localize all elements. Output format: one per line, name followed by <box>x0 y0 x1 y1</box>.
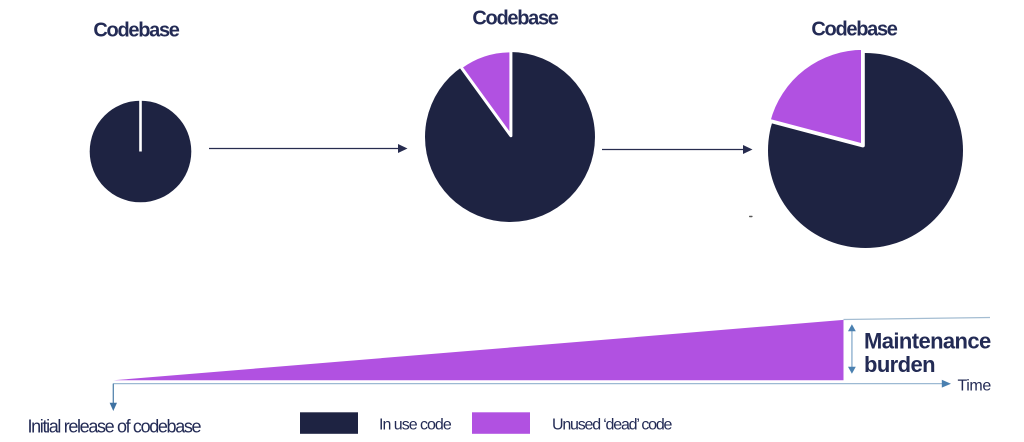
svg-text:Initial release of codebase: Initial release of codebase <box>28 417 202 437</box>
svg-text:Unused ‘dead’ code: Unused ‘dead’ code <box>552 416 673 433</box>
svg-text:burden: burden <box>864 352 935 377</box>
svg-text:Codebase: Codebase <box>472 8 558 30</box>
svg-text:Codebase: Codebase <box>93 20 179 42</box>
svg-text:Time: Time <box>958 378 992 395</box>
svg-text:Maintenance: Maintenance <box>864 329 991 354</box>
svg-text:Codebase: Codebase <box>811 19 897 41</box>
svg-text:In use code: In use code <box>379 416 452 433</box>
